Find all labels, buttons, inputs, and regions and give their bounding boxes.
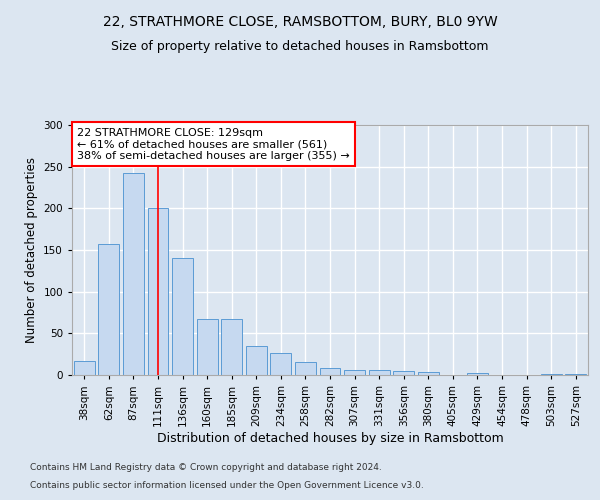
Text: Contains public sector information licensed under the Open Government Licence v3: Contains public sector information licen… [30, 481, 424, 490]
Bar [320, 368, 340, 375]
Bar [197, 319, 218, 375]
Bar [221, 319, 242, 375]
Bar [246, 346, 267, 375]
X-axis label: Distribution of detached houses by size in Ramsbottom: Distribution of detached houses by size … [157, 432, 503, 444]
Bar [368, 370, 389, 375]
Bar [123, 172, 144, 375]
Text: 22 STRATHMORE CLOSE: 129sqm
← 61% of detached houses are smaller (561)
38% of se: 22 STRATHMORE CLOSE: 129sqm ← 61% of det… [77, 128, 350, 160]
Text: 22, STRATHMORE CLOSE, RAMSBOTTOM, BURY, BL0 9YW: 22, STRATHMORE CLOSE, RAMSBOTTOM, BURY, … [103, 15, 497, 29]
Bar [541, 374, 562, 375]
Bar [148, 208, 169, 375]
Y-axis label: Number of detached properties: Number of detached properties [25, 157, 38, 343]
Bar [271, 352, 292, 375]
Bar [344, 370, 365, 375]
Bar [393, 371, 414, 375]
Text: Contains HM Land Registry data © Crown copyright and database right 2024.: Contains HM Land Registry data © Crown c… [30, 464, 382, 472]
Bar [74, 361, 95, 375]
Bar [467, 374, 488, 375]
Bar [295, 362, 316, 375]
Bar [565, 374, 586, 375]
Bar [418, 372, 439, 375]
Bar [98, 244, 119, 375]
Text: Size of property relative to detached houses in Ramsbottom: Size of property relative to detached ho… [111, 40, 489, 53]
Bar [172, 258, 193, 375]
